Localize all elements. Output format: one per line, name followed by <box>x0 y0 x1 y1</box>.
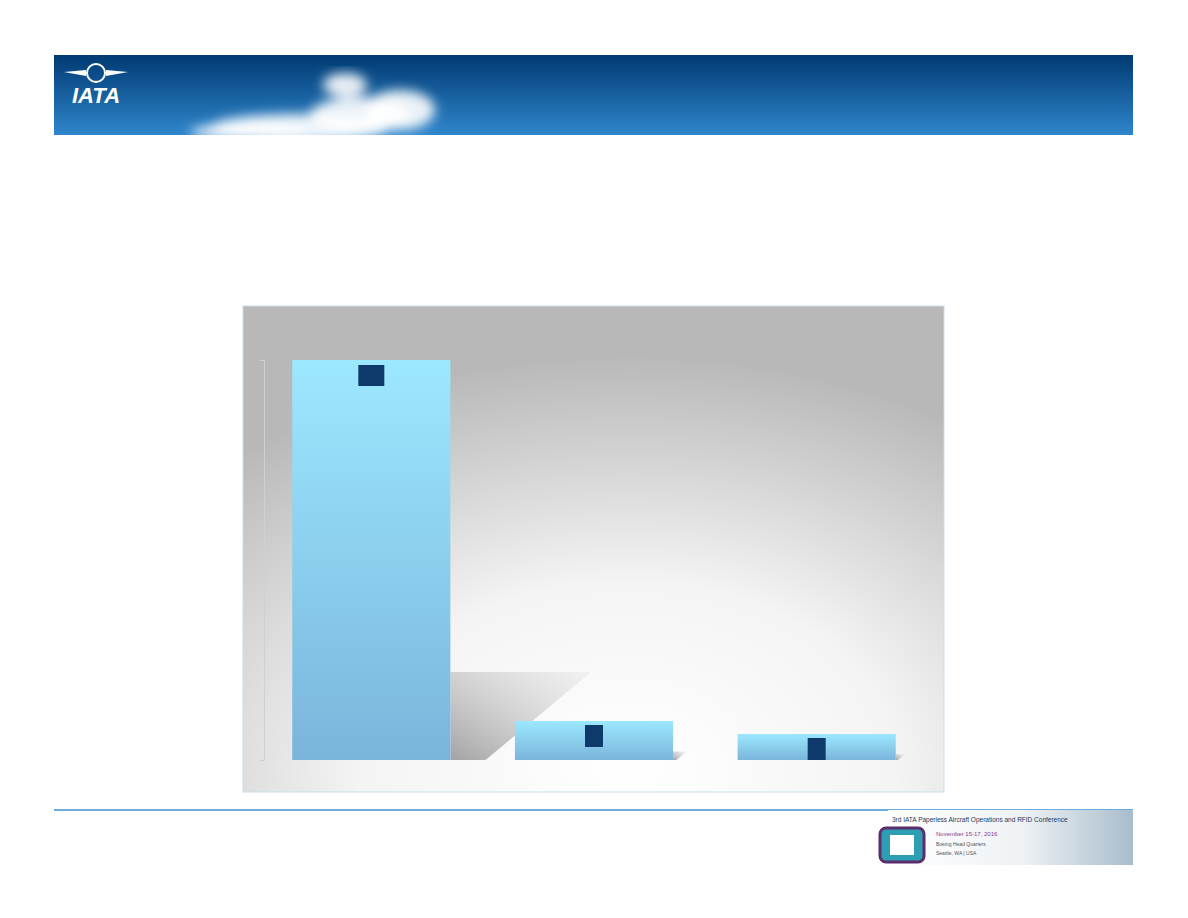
cloud <box>190 124 310 140</box>
bar <box>515 721 673 760</box>
logo-text: IATA <box>72 83 120 108</box>
bar-shadow <box>673 751 687 760</box>
conference-venue: Boeing Head Quarters <box>936 841 986 847</box>
page: IATA 3rd IATA Paperless Aircraft Operatio… <box>0 0 1188 918</box>
y-tick-mark <box>260 760 264 761</box>
y-tick <box>260 760 264 761</box>
conference-dates: November 15-17, 2016 <box>936 831 998 837</box>
conference-icon <box>880 828 924 862</box>
logo-globe <box>87 64 105 82</box>
footer: 3rd IATA Paperless Aircraft Operations a… <box>54 810 1133 865</box>
header: IATA <box>54 55 1133 142</box>
logo-wings <box>64 70 128 76</box>
conference-location: Seattle, WA | USA <box>936 850 977 856</box>
bar-shadow <box>896 754 905 760</box>
y-axis-line <box>260 361 265 761</box>
header-band <box>54 55 1133 135</box>
x-axis-line <box>271 760 919 761</box>
y-tick <box>260 360 264 361</box>
cloud <box>365 90 435 130</box>
plot-area <box>292 360 905 760</box>
clouds <box>190 73 435 142</box>
conference-icon-inner <box>890 835 914 855</box>
label-box <box>358 365 384 386</box>
label-box <box>585 725 603 747</box>
y-axis <box>260 361 265 761</box>
bar <box>738 734 896 760</box>
label-box <box>808 738 826 760</box>
logo: IATA <box>64 64 128 108</box>
cloud <box>323 73 367 97</box>
bar <box>292 360 450 760</box>
label-boxes <box>358 365 825 760</box>
chart-frame <box>243 306 944 792</box>
conference-title: 3rd IATA Paperless Aircraft Operations a… <box>892 816 1068 824</box>
y-tick-mark <box>260 360 264 361</box>
